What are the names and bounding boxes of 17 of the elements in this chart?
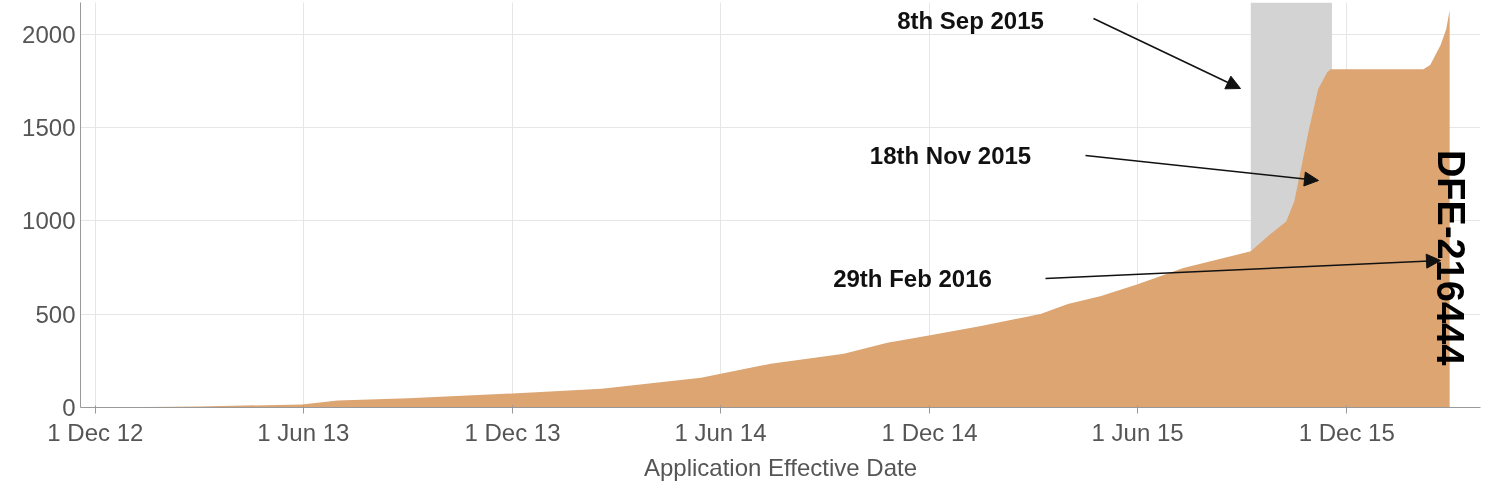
y-tick-label: 500 [35, 300, 76, 328]
x-tick-label: 1 Dec 15 [1298, 418, 1395, 446]
annotation: 18th Nov 2015 [869, 142, 1032, 169]
y-tick-label: 0 [62, 394, 76, 421]
y-tick-label: 1000 [22, 207, 76, 235]
x-tick-label: 1 Jun 14 [674, 418, 767, 446]
annotation: 29th Feb 2016 [833, 265, 992, 292]
y-tick-label: 1500 [22, 114, 76, 142]
annotation: 8th Sep 2015 [897, 7, 1044, 34]
y-tick-label: 2000 [22, 20, 76, 48]
x-tick-label: 1 Jun 13 [257, 418, 350, 446]
x-tick-label: 1 Dec 14 [881, 418, 978, 446]
x-axis-title: Application Effective Date [643, 453, 918, 481]
x-tick-label: 1 Jun 15 [1091, 418, 1184, 446]
x-tick-label: 1 Dec 12 [47, 418, 144, 446]
x-tick-label: 1 Dec 13 [464, 418, 561, 446]
annotation: DFE-216444 [1429, 149, 1472, 366]
